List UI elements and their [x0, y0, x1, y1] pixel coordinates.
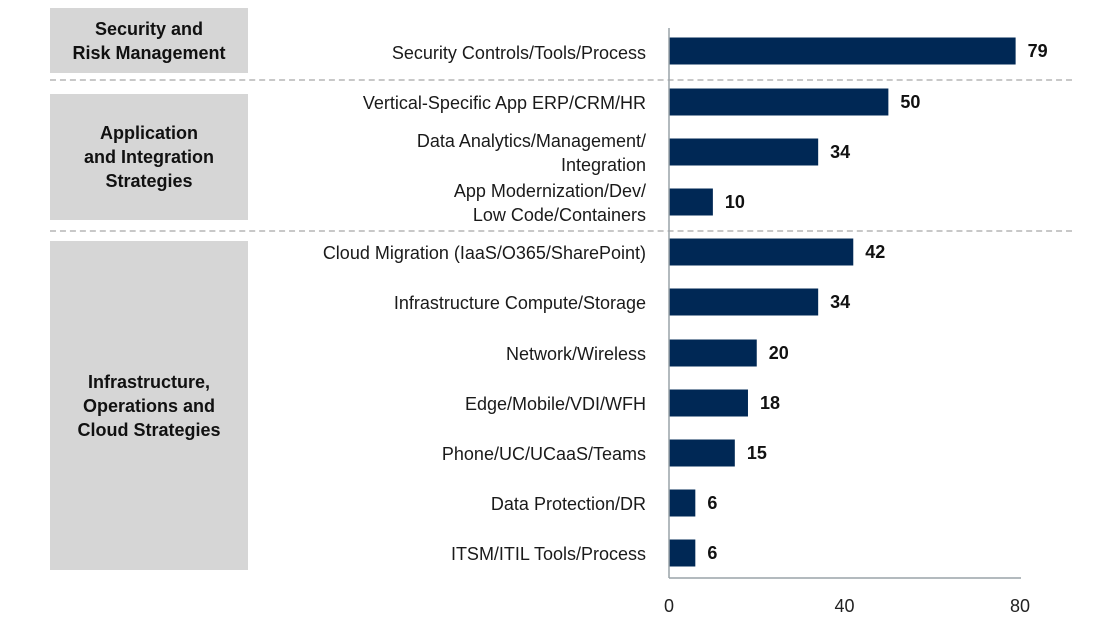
category-label: ITSM/ITIL Tools/Process	[450, 544, 646, 564]
category-label: Network/Wireless	[505, 344, 646, 364]
group-divider	[50, 230, 1072, 232]
value-label: 34	[830, 292, 850, 312]
bar	[669, 288, 819, 316]
group-infrastructure-operations-cloud: Infrastructure, Operations and Cloud Str…	[50, 241, 248, 570]
value-label: 15	[747, 443, 767, 463]
x-ticks-layer: 0 40 80	[664, 596, 1030, 616]
value-label: 10	[725, 192, 745, 212]
bar	[669, 88, 889, 116]
group-security-risk: Security and Risk Management	[50, 8, 248, 73]
value-label: 20	[769, 343, 789, 363]
bar	[669, 439, 735, 467]
category-label: Data Analytics/Management/ Integration	[416, 131, 646, 175]
value-label: 6	[707, 493, 717, 513]
bar	[669, 138, 819, 166]
group-label: Application and Integration Strategies	[84, 123, 214, 191]
value-label: 42	[865, 242, 885, 262]
category-label: App Modernization/Dev/ Low Code/Containe…	[453, 181, 646, 225]
x-tick-label: 40	[834, 596, 854, 616]
category-label: Vertical-Specific App ERP/CRM/HR	[362, 93, 646, 113]
bar	[669, 188, 713, 216]
value-label: 6	[707, 543, 717, 563]
group-divider	[50, 79, 1072, 81]
x-tick-label: 80	[1010, 596, 1030, 616]
category-label: Data Protection/DR	[490, 494, 646, 514]
bars-layer: 79 50 34 10 42 34 20 18 15 6 6	[669, 37, 1048, 567]
value-label: 79	[1028, 41, 1048, 61]
category-label: Security Controls/Tools/Process	[391, 43, 646, 63]
x-tick-label: 0	[664, 596, 674, 616]
group-application-integration: Application and Integration Strategies	[50, 94, 248, 220]
group-label: Security and Risk Management	[72, 18, 226, 63]
bar	[669, 489, 696, 517]
value-label: 50	[900, 92, 920, 112]
value-label: 34	[830, 142, 850, 162]
bar	[669, 389, 748, 417]
category-label: Infrastructure Compute/Storage	[393, 293, 646, 313]
value-label: 18	[760, 393, 780, 413]
bar	[669, 238, 854, 266]
category-label: Edge/Mobile/VDI/WFH	[464, 394, 646, 414]
bar	[669, 539, 696, 567]
group-label: Infrastructure, Operations and Cloud Str…	[77, 371, 221, 440]
category-label: Cloud Migration (IaaS/O365/SharePoint)	[322, 243, 646, 263]
category-label: Phone/UC/UCaaS/Teams	[441, 444, 646, 464]
bar	[669, 339, 757, 367]
bar	[669, 37, 1016, 65]
